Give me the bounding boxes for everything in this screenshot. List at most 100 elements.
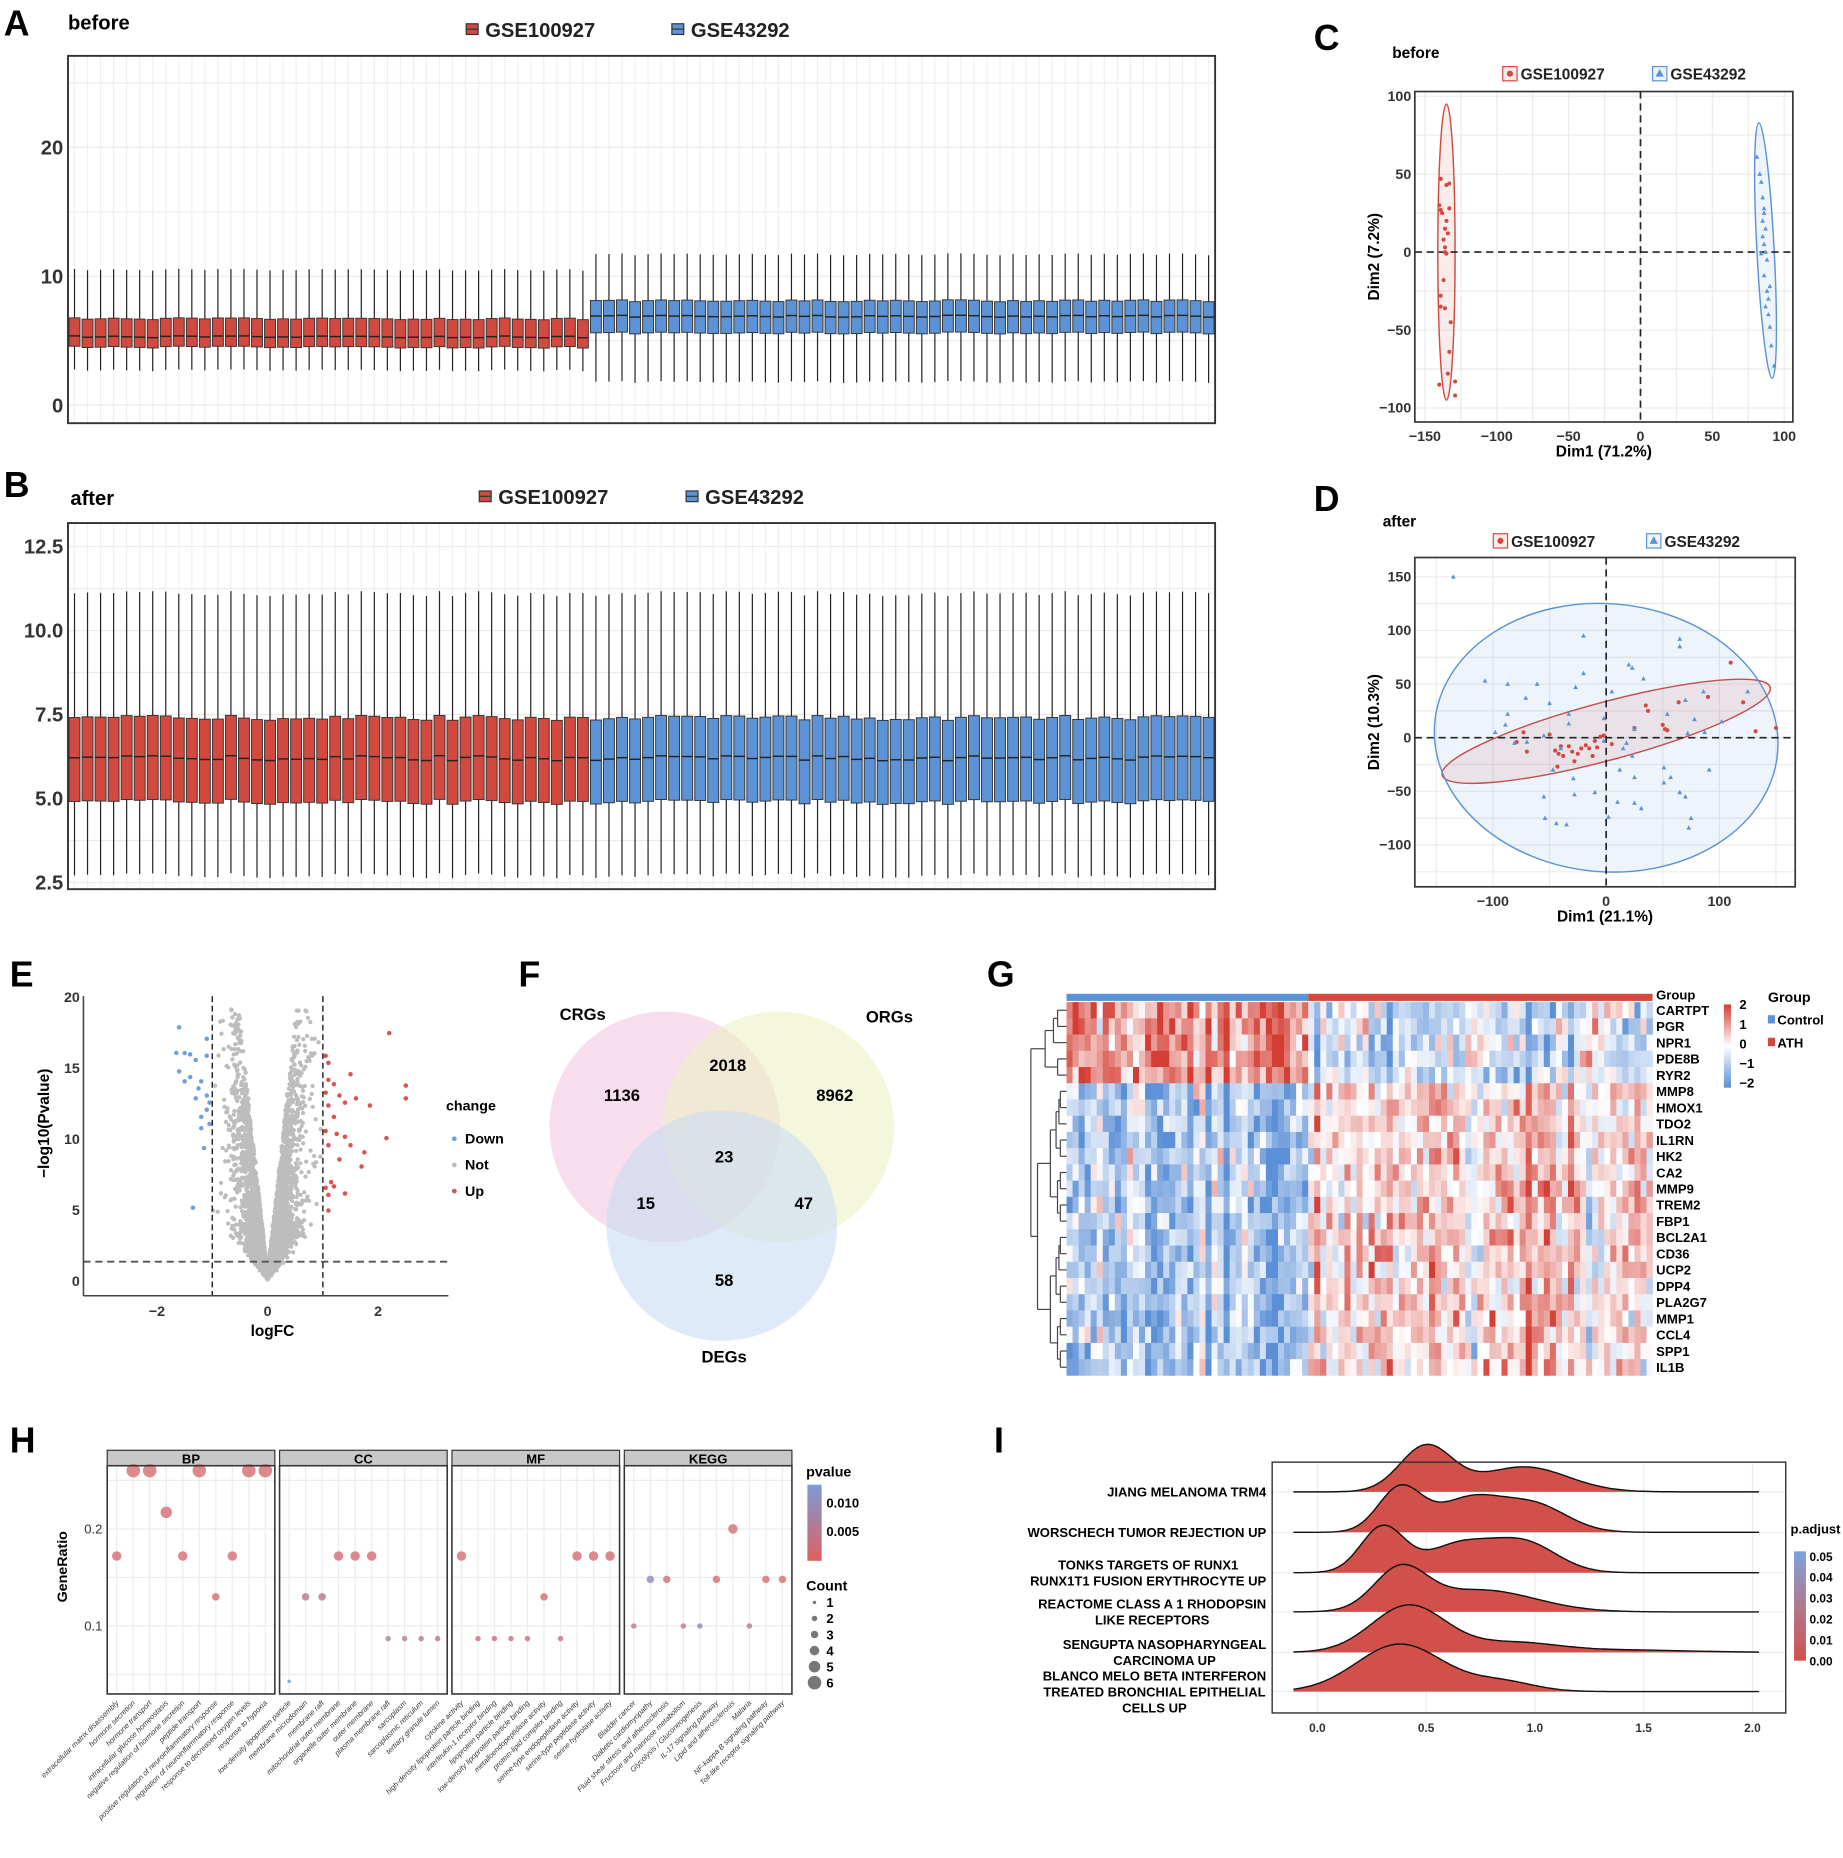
box-GSE43292	[889, 719, 902, 804]
box-GSE100927	[576, 716, 589, 802]
point-not	[279, 1231, 284, 1236]
point-not	[295, 1142, 300, 1148]
heatmap-cell	[1314, 1018, 1321, 1035]
heatmap-cell	[1465, 1050, 1472, 1068]
box-GSE100927	[355, 715, 368, 800]
heatmap-cell	[1495, 1067, 1502, 1084]
heatmap-cell	[1386, 1115, 1394, 1133]
heatmap-cell	[1368, 1099, 1376, 1117]
heatmap-cell	[1169, 1050, 1176, 1068]
heatmap-cell	[1284, 1083, 1291, 1100]
heatmap-cell	[1483, 1115, 1490, 1133]
point-not	[281, 1192, 286, 1197]
heatmap-cell	[1429, 1115, 1436, 1133]
point-GSE43292	[1558, 745, 1564, 751]
venn-set-label: CRGs	[560, 1005, 606, 1024]
point-GSE43292	[1701, 688, 1706, 694]
point-not	[233, 1204, 238, 1209]
heatmap-cell	[1616, 1083, 1623, 1100]
box-GSE100927	[68, 717, 81, 802]
point-not	[236, 1233, 242, 1238]
heatmap-cell	[1429, 1067, 1436, 1084]
heatmap-cell	[1229, 1002, 1237, 1019]
heatmap-cell	[1145, 1018, 1152, 1035]
heatmap-cell	[1404, 1067, 1412, 1084]
heatmap-cell	[1302, 1018, 1309, 1035]
heatmap-cell	[1507, 1034, 1514, 1052]
heatmap-cell	[1235, 1115, 1243, 1133]
heatmap-cell	[1404, 1034, 1412, 1052]
heatmap-cell	[1217, 1034, 1224, 1052]
y-axis-label: −log10(Pvalue)	[36, 1069, 53, 1178]
heatmap-cell	[1139, 1034, 1146, 1052]
point-not	[302, 1083, 307, 1089]
gene-label: PGR	[1656, 1019, 1685, 1034]
heatmap-cell	[1241, 1018, 1249, 1035]
point-not	[241, 1075, 246, 1080]
heatmap-cell	[1132, 1083, 1140, 1100]
point-not	[218, 1180, 224, 1186]
point-not	[243, 1170, 248, 1175]
heatmap-cell	[1646, 1002, 1653, 1019]
heatmap-cell	[1314, 1083, 1321, 1100]
heatmap-cell	[1229, 1067, 1237, 1084]
heatmap-cell	[1247, 1050, 1255, 1068]
point-not	[286, 1144, 291, 1149]
box-GSE43292	[915, 717, 928, 803]
box-GSE43292	[681, 715, 694, 801]
point-not	[282, 1145, 288, 1150]
heatmap-cell	[1344, 1034, 1351, 1052]
heatmap-cell	[1531, 1099, 1539, 1117]
heatmap-cell	[1386, 1050, 1394, 1068]
heatmap-cell	[1574, 1083, 1581, 1100]
heatmap-cell	[1326, 1050, 1333, 1068]
chart-title: after	[70, 488, 114, 510]
point-GSE43292	[1632, 726, 1637, 731]
point-down	[187, 1074, 193, 1080]
heatmap-cell	[1465, 1018, 1472, 1035]
point-GSE100927	[1440, 211, 1445, 216]
box-GSE100927	[133, 318, 146, 348]
box-GSE100927	[368, 318, 381, 348]
heatmap-cell	[1344, 1002, 1351, 1019]
heatmap-cell	[1350, 1115, 1357, 1133]
point-down	[198, 1114, 204, 1120]
point-not	[289, 1144, 295, 1149]
point-not	[244, 1099, 249, 1104]
heatmap-cell	[1531, 1115, 1539, 1133]
point-GSE100927	[1444, 251, 1449, 256]
heatmap-cell	[1537, 1083, 1545, 1100]
box-GSE100927	[485, 318, 498, 348]
box-GSE100927	[537, 718, 550, 803]
heatmap-cell	[1519, 1034, 1527, 1052]
heatmap-cell	[1235, 1002, 1243, 1019]
venn-count-CRGs_ORGs: 2018	[709, 1056, 746, 1075]
heatmap-cell	[1235, 1067, 1243, 1084]
heatmap-cell	[1199, 1018, 1206, 1035]
point-not	[249, 1205, 255, 1210]
point-not	[312, 1153, 317, 1159]
heatmap-cell	[1610, 1115, 1617, 1133]
heatmap-cell	[1422, 1099, 1430, 1117]
point-not	[293, 1173, 298, 1179]
box-GSE100927	[238, 717, 250, 803]
point-not	[242, 1226, 247, 1232]
point-not	[236, 1113, 242, 1118]
point-GSE43292	[1541, 732, 1547, 738]
heatmap-cell	[1072, 1115, 1079, 1133]
heatmap-cell	[1525, 1034, 1533, 1052]
box-GSE100927	[459, 318, 472, 349]
point-GSE43292	[1523, 695, 1529, 700]
box-GSE43292	[655, 715, 668, 800]
heatmap-cell	[1489, 1002, 1496, 1019]
point-GSE100927	[1453, 393, 1458, 398]
point-GSE43292	[1683, 697, 1688, 702]
heatmap-cell	[1247, 1034, 1255, 1052]
heatmap: GroupCARTPTPGRNPR1PDE8BRYR2MMP8HMOX1TDO2…	[1030, 988, 1824, 1376]
point-not	[228, 1168, 234, 1173]
venn-count-CRGs_DEGs: 15	[636, 1194, 655, 1213]
point-not	[245, 1230, 250, 1235]
point-not	[234, 1078, 239, 1084]
heatmap-cell	[1145, 1067, 1152, 1084]
y-tick-label: 5	[72, 1203, 80, 1219]
